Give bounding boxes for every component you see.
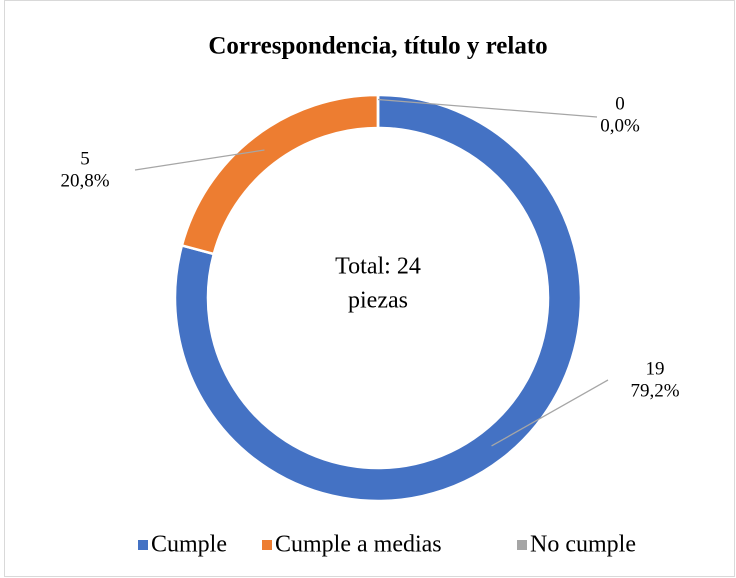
- donut-slice: [180, 93, 380, 256]
- legend-label: No cumple: [530, 532, 636, 558]
- donut-slice: [173, 93, 583, 503]
- data-label: 19: [646, 358, 665, 379]
- data-label: 0: [615, 93, 625, 114]
- legend-swatch: [517, 540, 527, 550]
- leader-line: [377, 98, 598, 118]
- center-label: piezas: [348, 288, 408, 314]
- center-label: Total: 24: [335, 254, 421, 280]
- chart-title: Correspondencia, título y relato: [208, 33, 547, 60]
- data-label: 20,8%: [60, 170, 109, 191]
- data-label: 0,0%: [600, 115, 640, 136]
- data-label: 79,2%: [630, 380, 679, 401]
- chart-frame: [4, 0, 735, 577]
- legend-swatch: [262, 540, 272, 550]
- data-label: 5: [80, 148, 90, 169]
- legend-label: Cumple: [151, 532, 227, 558]
- leader-line: [134, 149, 265, 171]
- leader-line: [491, 379, 609, 447]
- legend-label: Cumple a medias: [275, 532, 442, 558]
- legend-swatch: [138, 540, 148, 550]
